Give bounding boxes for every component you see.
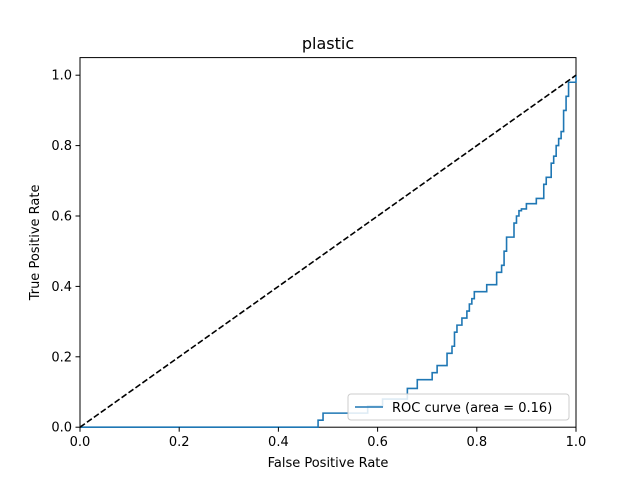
y-axis: 0.0 0.2 0.4 0.6 0.8 1.0 <box>51 69 80 436</box>
x-tick-label: 0.6 <box>367 435 388 450</box>
x-tick-label: 0.2 <box>169 435 190 450</box>
y-tick-label: 0.8 <box>51 139 72 154</box>
x-tick-label: 0.0 <box>70 435 91 450</box>
x-tick-label: 1.0 <box>566 435 587 450</box>
legend: ROC curve (area = 0.16) <box>347 393 570 421</box>
y-axis-label: True Positive Rate <box>28 184 43 301</box>
plot-area <box>79 57 577 429</box>
plot-frame <box>79 57 577 428</box>
chance-diagonal-line <box>79 74 577 428</box>
y-tick-label: 0.6 <box>51 210 72 225</box>
legend-label-roc: ROC curve (area = 0.16) <box>392 401 552 416</box>
y-tick-label: 0.0 <box>51 421 72 436</box>
legend-box <box>347 393 570 421</box>
x-tick-label: 0.8 <box>466 435 487 450</box>
x-tick-label: 0.4 <box>268 435 289 450</box>
chart-title: plastic <box>302 34 354 53</box>
y-tick-label: 1.0 <box>51 69 72 84</box>
x-axis: 0.0 0.2 0.4 0.6 0.8 1.0 <box>70 427 587 450</box>
x-axis-label: False Positive Rate <box>268 456 389 471</box>
roc-curve-line <box>80 75 577 429</box>
y-tick-label: 0.4 <box>51 280 72 295</box>
y-tick-label: 0.2 <box>51 350 72 365</box>
